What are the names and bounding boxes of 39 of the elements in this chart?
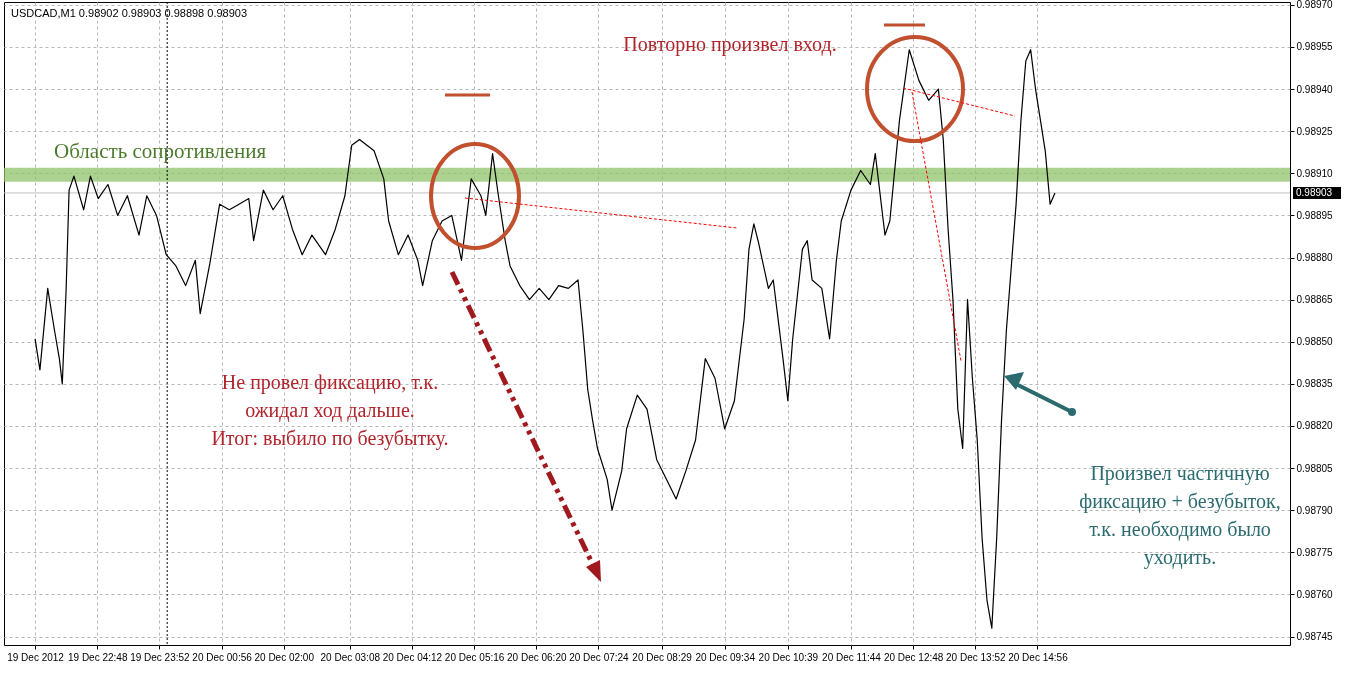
y-tick-label: 0.98865 [1296, 294, 1334, 306]
x-tick-label: 20 Dec 14:56 [1008, 651, 1069, 663]
y-tick-label: 0.98820 [1296, 420, 1334, 432]
band-label: Область сопротивления [54, 138, 267, 163]
x-tick-label: 20 Dec 04:12 [382, 651, 443, 663]
x-tick-label: 20 Dec 05:16 [444, 651, 505, 663]
x-tick-label: 19 Dec 23:52 [130, 651, 191, 663]
y-tick-label: 0.98775 [1296, 546, 1334, 558]
y-tick-label: 0.98760 [1296, 588, 1334, 600]
x-tick-label: 20 Dec 00:56 [192, 651, 253, 663]
x-tick-label: 20 Dec 13:52 [946, 651, 1006, 663]
y-tick-label: 0.98925 [1296, 125, 1334, 137]
x-tick-label: 20 Dec 12:48 [883, 651, 944, 663]
y-tick-label: 0.98940 [1296, 83, 1334, 95]
x-tick-label: 19 Dec 22:48 [67, 651, 128, 663]
y-tick-label: 0.98910 [1296, 167, 1334, 179]
y-tick-label: 0.98895 [1296, 209, 1334, 221]
annotation: Повторно произвел вход. [623, 33, 837, 56]
x-tick-label: 20 Dec 11:44 [822, 651, 882, 663]
y-tick-label: 0.98805 [1296, 462, 1334, 474]
y-tick-label: 0.98745 [1296, 631, 1334, 643]
x-tick-label: 20 Dec 10:39 [758, 651, 819, 663]
y-tick-label: 0.98790 [1296, 504, 1334, 516]
y-tick-label: 0.98880 [1296, 252, 1334, 264]
x-tick-label: 20 Dec 08:29 [632, 651, 693, 663]
chart-title: USDCAD,M1 0.98902 0.98903 0.98898 0.98903 [11, 7, 248, 19]
y-tick-label: 0.98970 [1296, 0, 1334, 11]
annotation: Произвел частичную фиксацию + безубыток, т.к. необходимо было уходить. [1079, 462, 1281, 569]
ref-line-label: 0.98903 [1296, 186, 1333, 198]
x-tick-label: 19 Dec 2012 [7, 651, 65, 663]
y-tick-label: 0.98850 [1296, 336, 1334, 348]
x-tick-label: 20 Dec 06:20 [507, 651, 567, 663]
x-tick-label: 20 Dec 07:24 [569, 651, 630, 663]
y-tick-label: 0.98955 [1296, 41, 1334, 53]
y-tick-label: 0.98835 [1296, 378, 1334, 390]
x-tick-label: 20 Dec 09:34 [695, 651, 756, 663]
annotation: Не провел фиксацию, т.к. ожидал ход дальше. Итог: выбило по безубытку. [211, 371, 449, 450]
x-tick-label: 20 Dec 02:00 [254, 651, 315, 663]
x-tick-label: 20 Dec 03:08 [320, 651, 381, 663]
